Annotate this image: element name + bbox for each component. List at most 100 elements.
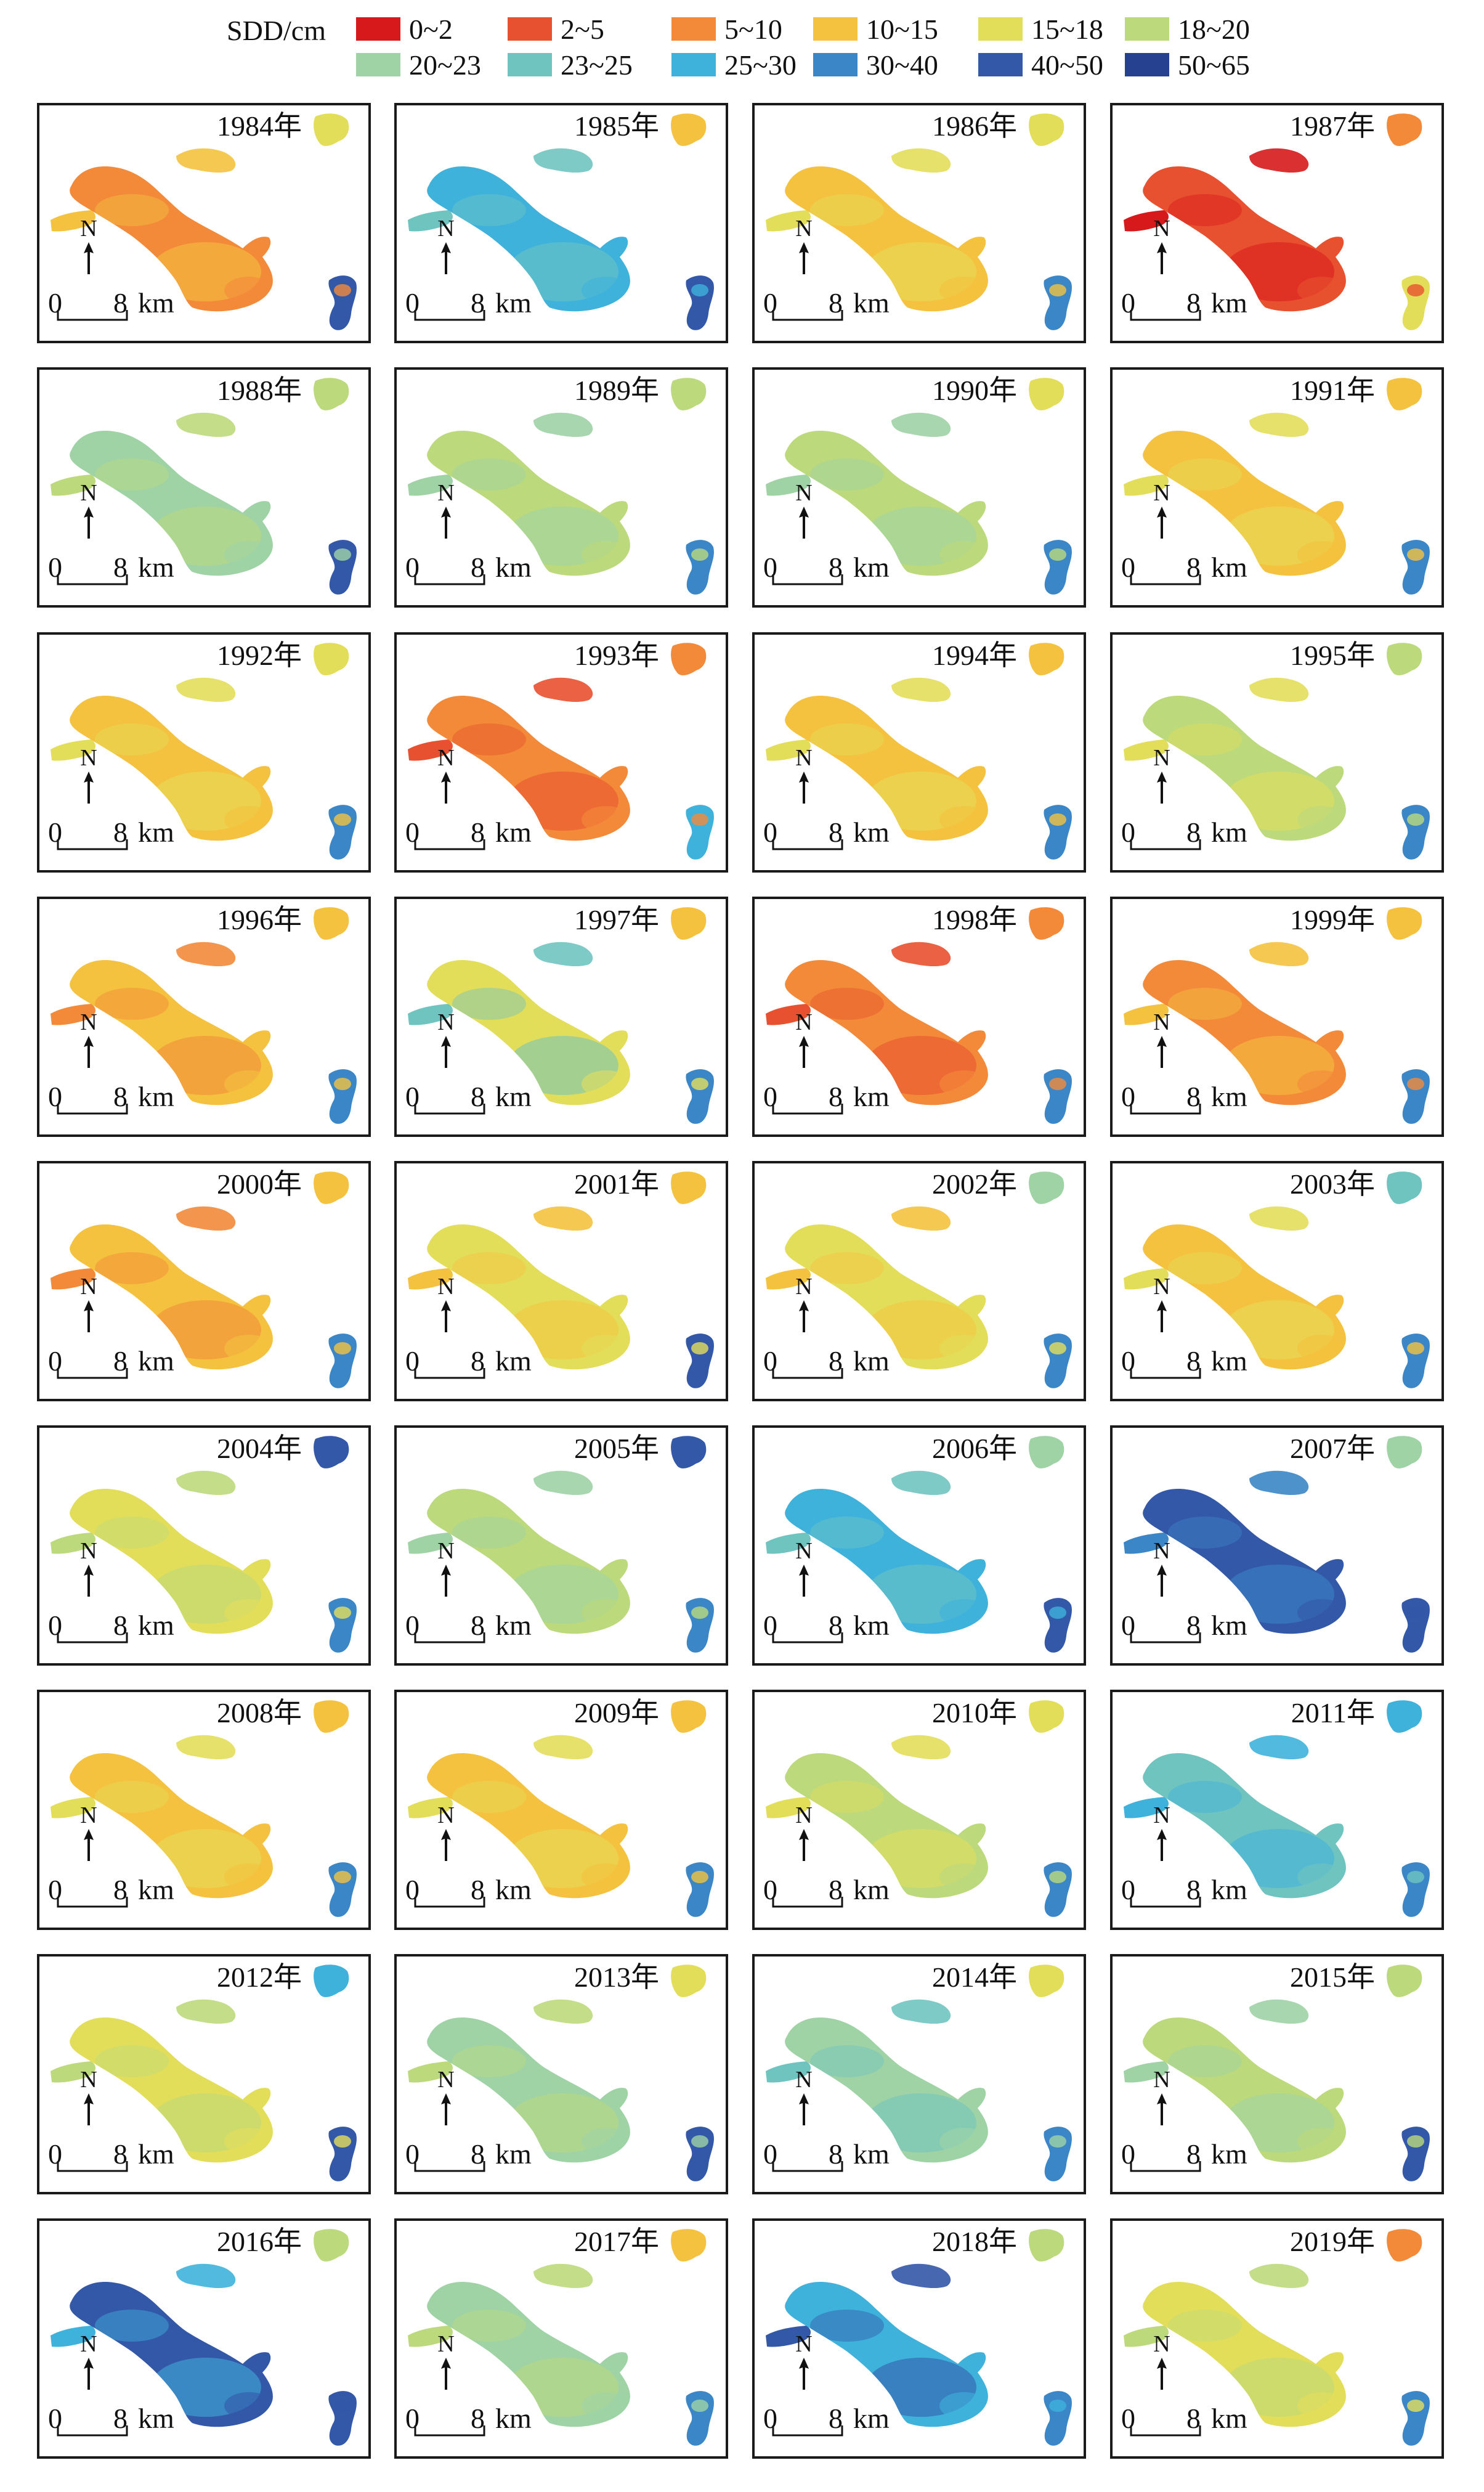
north-arrow-label: N (80, 480, 97, 506)
scale-bar (57, 310, 128, 321)
north-lagoon-water (891, 942, 951, 967)
year-map-panel: 2019年 N 0 8 km (1110, 2218, 1444, 2459)
legend-label: 40~50 (1031, 49, 1103, 81)
year-map-panel: 1993年 N 0 8 km (394, 632, 728, 873)
upper-inset-lake (314, 113, 349, 146)
north-lagoon-water (533, 1206, 593, 1231)
north-arrow-icon (1157, 1300, 1167, 1332)
scale-unit-label: km (853, 2138, 890, 2170)
scale-eight-label: 8 (113, 552, 128, 583)
north-arrow: N (432, 1010, 460, 1072)
north-lagoon-water (533, 2263, 593, 2289)
north-arrow: N (790, 216, 817, 278)
scale-unit-label: km (495, 816, 532, 848)
north-arrow-label: N (80, 216, 97, 242)
lower-inset-lake (328, 805, 357, 860)
scale-unit-label: km (495, 552, 532, 583)
lower-inset-lake (1401, 2391, 1430, 2446)
north-arrow-icon (441, 507, 451, 539)
year-map-panel: 1988年 N 0 8 km (37, 367, 371, 608)
year-map-panel: 2010年 N 0 8 km (752, 1690, 1086, 1930)
north-arrow: N (75, 2332, 102, 2393)
year-map-panel: 2018年 N 0 8 km (752, 2218, 1086, 2459)
west-inflow-arm-water (1124, 1004, 1169, 1025)
north-arrow: N (1148, 481, 1175, 542)
north-arrow-icon (441, 242, 451, 274)
legend-swatch (813, 17, 858, 41)
north-arrow: N (1148, 1010, 1175, 1072)
lower-inset-lake (686, 540, 714, 595)
north-lagoon-water (533, 942, 593, 967)
lower-inset-lake (1401, 275, 1430, 330)
year-map-panel: 1991年 N 0 8 km (1110, 367, 1444, 608)
legend-label: 25~30 (724, 49, 797, 81)
year-label: 2012年 (217, 1961, 302, 1993)
legend-label: 23~25 (561, 49, 633, 81)
scale-unit-label: km (138, 552, 174, 583)
legend-label: 10~15 (866, 14, 938, 45)
scale-bar (1130, 310, 1201, 321)
lake-map (766, 378, 1072, 595)
scale-eight-label: 8 (471, 287, 485, 319)
upper-inset-lake (1387, 113, 1422, 146)
sdd-legend: SDD/cm 0~2 2~5 5~10 10~15 15~18 18~20 20~23 23~… (0, 0, 1484, 92)
scale-unit-label: km (138, 816, 174, 848)
lake-map (51, 1965, 357, 2181)
year-map-panel: 2015年 N 0 8 km (1110, 1954, 1444, 2194)
north-arrow-label: N (80, 745, 97, 771)
scale-eight-label: 8 (829, 2138, 843, 2170)
west-inflow-arm-water (1124, 1797, 1169, 1818)
upper-inset-lake (1387, 2229, 1422, 2262)
scale-bar (1130, 2161, 1201, 2172)
legend-label: 15~18 (1031, 14, 1103, 45)
lower-inset-lake (328, 1069, 357, 1124)
scale-bar (1130, 574, 1201, 585)
upper-inset-lake (1387, 643, 1422, 675)
north-arrow-label: N (1153, 2331, 1170, 2357)
upper-inset-lake (671, 2229, 707, 2262)
year-label: 2019年 (1290, 2226, 1375, 2257)
north-arrow-icon (1157, 242, 1167, 274)
year-label: 2008年 (217, 1697, 302, 1729)
north-lagoon-water (1249, 2263, 1309, 2289)
year-map-panel: 2017年 N 0 8 km (394, 2218, 728, 2459)
west-inflow-arm-water (1124, 1268, 1169, 1290)
north-arrow-label: N (437, 1802, 455, 1828)
north-lagoon-water (891, 1999, 951, 2024)
scale-bar (772, 574, 843, 585)
year-map-panel: 2001年 N 0 8 km (394, 1161, 728, 1401)
year-map-panel: 2000年 N 0 8 km (37, 1161, 371, 1401)
upper-inset-lake (314, 1700, 349, 1733)
scale-eight-label: 8 (471, 1874, 485, 1905)
west-inflow-arm-water (51, 474, 95, 496)
north-arrow-label: N (80, 1274, 97, 1300)
year-map-panel: 1990年 N 0 8 km (752, 367, 1086, 608)
scale-eight-label: 8 (113, 2403, 128, 2434)
lower-inset-lake (1044, 1862, 1072, 1917)
north-arrow-icon (84, 2358, 94, 2390)
north-arrow: N (75, 1010, 102, 1072)
lake-map (408, 2229, 714, 2446)
west-inflow-arm-water (408, 739, 453, 761)
scale-bar (772, 2425, 843, 2437)
legend-label: 0~2 (409, 14, 453, 45)
lake-map (766, 113, 1072, 330)
legend-label: 18~20 (1178, 14, 1250, 45)
scale-eight-label: 8 (829, 1345, 843, 1377)
scale-bar (414, 1897, 485, 1908)
north-arrow-label: N (80, 1009, 97, 1035)
scale-unit-label: km (495, 1345, 532, 1377)
lower-inset-lake (328, 540, 357, 595)
north-lagoon-water (176, 1999, 236, 2024)
scale-eight-label: 8 (1186, 1874, 1201, 1905)
scale-eight-label: 8 (113, 2138, 128, 2170)
scale-unit-label: km (1211, 1345, 1247, 1377)
scale-bar (772, 839, 843, 850)
year-label: 1996年 (217, 904, 302, 935)
upper-inset-lake (1029, 1700, 1064, 1733)
scale-bar (1130, 1897, 1201, 1908)
north-arrow: N (75, 1274, 102, 1336)
legend-label: 30~40 (866, 49, 938, 81)
north-lagoon-water (891, 1735, 951, 1760)
scale-eight-label: 8 (471, 552, 485, 583)
